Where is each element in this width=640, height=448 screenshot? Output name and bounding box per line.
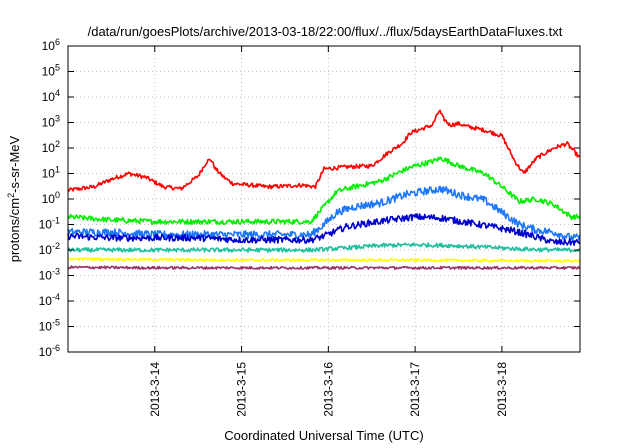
y-tick-exponent: -2 xyxy=(52,241,60,251)
y-tick-base: 10 xyxy=(42,167,56,181)
y-tick-exponent: -4 xyxy=(52,292,60,302)
y-tick-base: 10 xyxy=(42,141,56,155)
y-tick-exponent: -6 xyxy=(52,343,60,353)
chart-series-group xyxy=(67,109,581,270)
y-tick-exponent: -5 xyxy=(52,318,60,328)
y-tick-label: 10-6 xyxy=(39,343,60,359)
series-line-4 xyxy=(67,213,581,246)
series-line-5 xyxy=(67,242,581,253)
y-tick-exponent: 2 xyxy=(55,139,60,149)
x-axis: 2013-3-14 2013-3-15 2013-3-16 2013-3-17 2013… xyxy=(148,46,509,417)
y-tick-base: 10 xyxy=(39,320,53,334)
y-tick-exponent: 4 xyxy=(55,88,60,98)
y-tick-label: 106 xyxy=(42,37,60,53)
series-line-3 xyxy=(67,185,581,241)
x-tick-label: 2013-3-18 xyxy=(495,362,509,417)
y-tick-base: 10 xyxy=(42,192,56,206)
x-axis-label: Coordinated Universal Time (UTC) xyxy=(224,428,423,443)
y-tick-label: 10-5 xyxy=(39,318,60,334)
y-tick-base: 10 xyxy=(39,243,53,257)
y-axis-label-prefix: protons/cm xyxy=(7,198,22,262)
y-tick-label: 104 xyxy=(42,88,60,104)
y-tick-exponent: -3 xyxy=(52,267,60,277)
y-tick-exponent: 1 xyxy=(55,165,60,175)
series-line-6 xyxy=(67,257,581,263)
y-tick-base: 10 xyxy=(39,345,53,359)
series-line-1 xyxy=(67,109,581,192)
series-line-2 xyxy=(67,156,581,225)
y-tick-label: 103 xyxy=(42,114,60,130)
y-tick-base: 10 xyxy=(42,116,56,130)
chart-grid xyxy=(68,46,580,352)
y-tick-label: 100 xyxy=(42,190,60,206)
y-axis-label-sup: 2 xyxy=(6,193,16,198)
y-tick-label: 10-3 xyxy=(39,267,60,283)
y-axis: 10610510410310210110010-110-210-310-410-… xyxy=(39,37,580,359)
y-tick-exponent: -1 xyxy=(52,216,60,226)
x-tick-label: 2013-3-15 xyxy=(235,362,249,417)
y-tick-label: 10-1 xyxy=(39,216,60,232)
y-tick-exponent: 5 xyxy=(55,63,60,73)
y-tick-base: 10 xyxy=(39,294,53,308)
y-tick-base: 10 xyxy=(42,65,56,79)
y-tick-label: 105 xyxy=(42,63,60,79)
y-tick-base: 10 xyxy=(39,218,53,232)
y-axis-label: protons/cm2-s-sr-MeV xyxy=(6,135,22,262)
y-tick-exponent: 0 xyxy=(55,190,60,200)
x-tick-label: 2013-3-14 xyxy=(148,362,162,417)
series-line-7 xyxy=(67,265,581,270)
y-tick-label: 101 xyxy=(42,165,60,181)
y-tick-base: 10 xyxy=(42,39,56,53)
y-tick-label: 10-4 xyxy=(39,292,60,308)
x-tick-label: 2013-3-17 xyxy=(408,362,422,417)
x-tick-label: 2013-3-16 xyxy=(321,362,335,417)
y-tick-base: 10 xyxy=(39,269,53,283)
y-tick-base: 10 xyxy=(42,90,56,104)
y-tick-label: 102 xyxy=(42,139,60,155)
chart-title: /data/run/goesPlots/archive/2013-03-18/2… xyxy=(88,24,563,39)
y-tick-label: 10-2 xyxy=(39,241,60,257)
y-tick-exponent: 3 xyxy=(55,114,60,124)
y-axis-label-suffix: -s-sr-MeV xyxy=(7,135,22,192)
y-tick-exponent: 6 xyxy=(55,37,60,47)
